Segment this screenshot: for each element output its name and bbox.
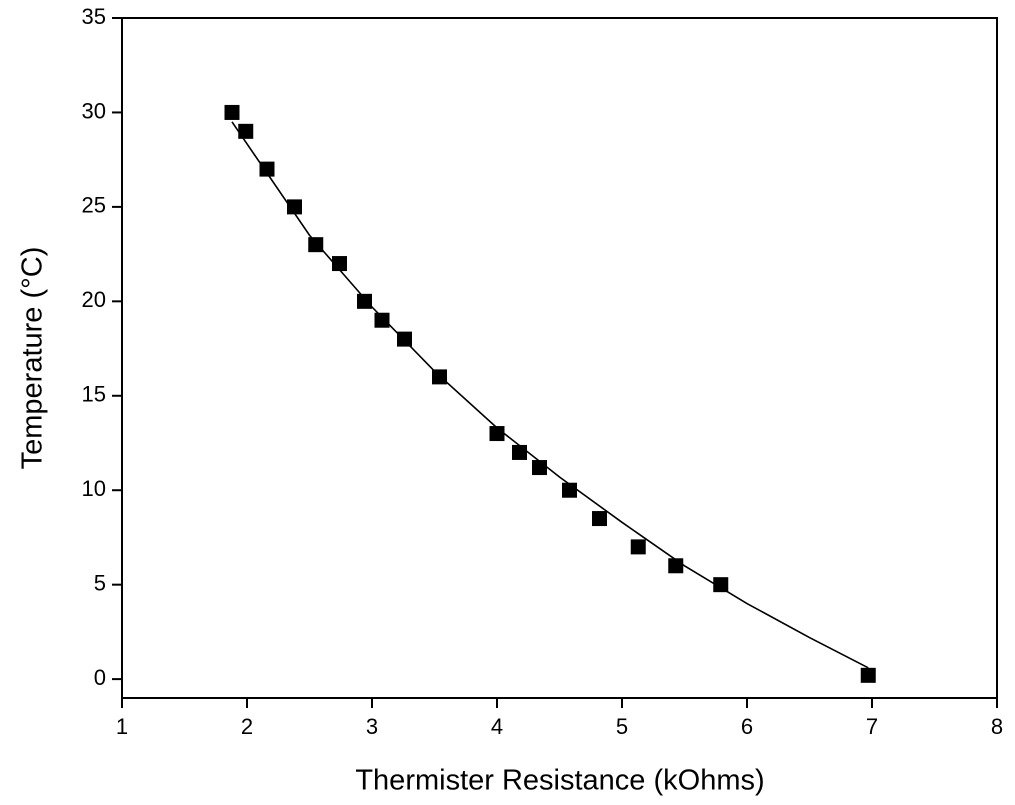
x-tick-label: 3 — [366, 714, 378, 739]
y-tick-label: 0 — [94, 665, 106, 690]
y-tick-label: 25 — [82, 193, 106, 218]
data-point — [308, 237, 324, 253]
y-tick-label: 30 — [82, 98, 106, 123]
fit-line — [231, 121, 869, 669]
data-point — [287, 199, 302, 215]
x-tick-label: 7 — [866, 714, 878, 739]
x-tick-label: 4 — [491, 714, 503, 739]
data-point — [332, 256, 347, 272]
y-tick-label: 15 — [82, 382, 106, 407]
x-tick-label: 1 — [116, 714, 128, 739]
data-point — [592, 511, 607, 527]
data-point — [238, 123, 254, 139]
data-point — [357, 293, 372, 309]
y-tick-label: 20 — [82, 287, 106, 312]
x-tick-label: 8 — [991, 714, 1003, 739]
data-point — [512, 444, 527, 460]
y-axis-title: Temperature (°C) — [17, 247, 49, 470]
x-tick-label: 6 — [741, 714, 753, 739]
y-tick-label: 5 — [94, 570, 106, 595]
data-point — [374, 312, 390, 328]
x-tick-label: 5 — [616, 714, 628, 739]
y-tick-label: 10 — [82, 476, 106, 501]
y-tick-label: 35 — [82, 4, 106, 29]
x-tick-label: 2 — [241, 714, 253, 739]
data-point — [630, 539, 646, 555]
data-point — [713, 577, 729, 593]
data-point — [489, 426, 505, 442]
plot-frame — [121, 17, 998, 699]
data-point — [860, 667, 876, 683]
data-point — [259, 161, 275, 177]
data-point — [397, 331, 412, 347]
data-point — [532, 460, 547, 476]
data-point — [224, 104, 240, 120]
x-axis-title: Thermister Resistance (kOhms) — [355, 765, 764, 797]
